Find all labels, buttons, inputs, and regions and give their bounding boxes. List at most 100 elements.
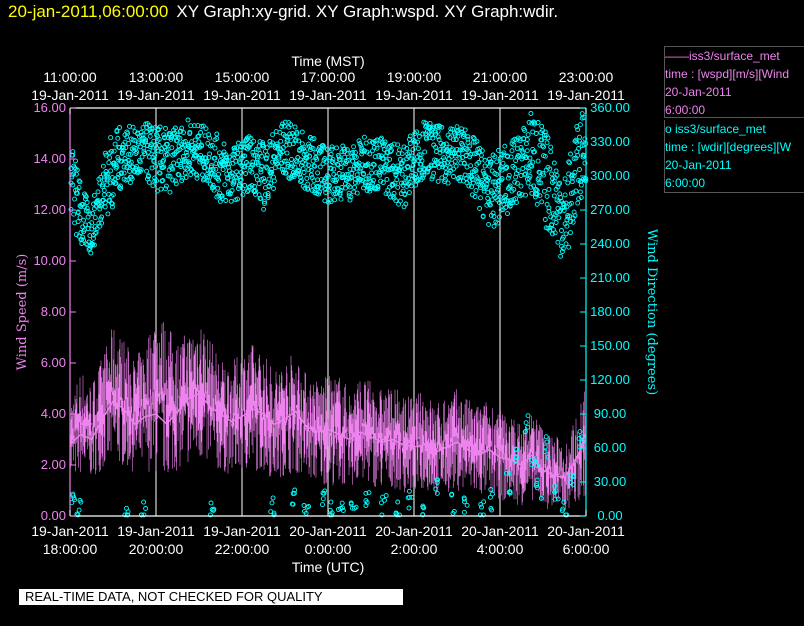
wind-direction-point bbox=[305, 186, 311, 192]
wind-direction-point bbox=[414, 129, 420, 135]
wind-speed-line bbox=[69, 392, 587, 479]
legend-desc: time : [wspd][m/s][Wind bbox=[665, 67, 790, 81]
wind-direction-point bbox=[546, 205, 552, 211]
wind-direction-point bbox=[434, 480, 440, 486]
wind-direction-point bbox=[211, 187, 217, 193]
wind-direction-point bbox=[415, 139, 420, 145]
wind-direction-point bbox=[338, 165, 344, 170]
wind-direction-point bbox=[199, 142, 204, 148]
wind-direction-point bbox=[139, 512, 144, 518]
left-axis-title: Wind Speed (m/s) bbox=[15, 254, 30, 371]
wind-direction-point bbox=[176, 172, 182, 178]
wind-direction-point bbox=[452, 153, 458, 159]
wind-direction-point bbox=[70, 182, 76, 188]
wind-direction-point bbox=[435, 134, 441, 140]
wind-direction-point bbox=[141, 145, 147, 151]
legend-date: 20-Jan-2011 bbox=[665, 158, 732, 172]
wind-direction-point bbox=[212, 155, 218, 161]
wind-direction-point bbox=[363, 140, 369, 146]
wind-direction-point bbox=[530, 159, 536, 165]
wind-direction-point bbox=[573, 188, 579, 194]
top-tick-date: 19-Jan-2011 bbox=[117, 87, 195, 103]
axis-ticks: 0.00 2.00 4.00 6.00 8.00 10.00 12.00 14.00 16.00… bbox=[31, 69, 630, 557]
wind-direction-point bbox=[458, 174, 464, 180]
wind-direction-point bbox=[568, 230, 573, 236]
wind-direction-point bbox=[194, 175, 200, 181]
wind-direction-point bbox=[579, 111, 585, 117]
wind-direction-point bbox=[568, 480, 574, 485]
wind-direction-point bbox=[354, 190, 360, 196]
wind-direction-point bbox=[157, 170, 163, 176]
wind-direction-point bbox=[486, 175, 492, 181]
wind-direction-point bbox=[366, 490, 372, 496]
wind-direction-point bbox=[301, 144, 307, 150]
wind-direction-point bbox=[252, 189, 258, 195]
wind-direction-point bbox=[411, 158, 417, 164]
wind-direction-point bbox=[515, 152, 521, 158]
wind-direction-point bbox=[221, 141, 227, 147]
wind-direction-point bbox=[506, 489, 512, 495]
bottom-tick-time: 0:00:00 bbox=[305, 541, 352, 557]
wind-direction-point bbox=[241, 163, 247, 169]
wind-direction-point bbox=[328, 166, 334, 171]
wind-direction-point bbox=[430, 135, 436, 141]
wind-direction-point bbox=[120, 147, 126, 153]
wind-direction-point bbox=[429, 176, 435, 182]
right-tick-label: 150.00 bbox=[590, 338, 630, 353]
wind-direction-point bbox=[105, 211, 111, 217]
wind-direction-point bbox=[525, 413, 531, 419]
wind-direction-point bbox=[302, 185, 308, 191]
wind-direction-point bbox=[110, 192, 116, 198]
wind-direction-point bbox=[316, 184, 321, 190]
wind-direction-point bbox=[467, 143, 473, 149]
wind-direction-point bbox=[161, 157, 167, 163]
wind-direction-point bbox=[77, 179, 83, 185]
wind-direction-point bbox=[92, 215, 98, 221]
wind-direction-point bbox=[82, 193, 88, 199]
wind-direction-point bbox=[513, 455, 519, 460]
wind-direction-point bbox=[262, 192, 268, 198]
wind-direction-point bbox=[460, 142, 465, 148]
wind-direction-point bbox=[407, 180, 413, 186]
wind-direction-point bbox=[523, 420, 529, 426]
wind-direction-point bbox=[541, 144, 546, 150]
wind-direction-point bbox=[325, 146, 330, 152]
wind-direction-point bbox=[297, 172, 303, 178]
wind-direction-point bbox=[528, 184, 534, 190]
legend-wind-speed: ——iss3/surface_met time : [wspd][m/s][Wi… bbox=[664, 46, 804, 118]
wind-direction-point bbox=[240, 153, 246, 159]
wind-direction-point bbox=[304, 175, 310, 181]
wind-direction-point bbox=[545, 454, 551, 460]
wind-direction-point bbox=[518, 183, 524, 189]
wind-direction-point bbox=[276, 155, 282, 161]
wind-direction-point bbox=[156, 136, 162, 142]
wind-direction-point bbox=[376, 152, 382, 158]
wind-direction-point bbox=[453, 163, 459, 169]
wind-direction-point bbox=[399, 171, 405, 177]
wind-direction-point bbox=[242, 153, 248, 159]
wind-direction-point bbox=[434, 490, 440, 496]
wind-direction-point bbox=[504, 165, 510, 171]
wind-direction-point bbox=[152, 178, 158, 184]
wind-direction-point bbox=[225, 161, 231, 167]
wind-direction-point bbox=[467, 178, 473, 184]
wind-direction-point bbox=[469, 174, 474, 180]
wind-direction-point bbox=[245, 187, 251, 193]
wind-direction-point bbox=[432, 163, 438, 169]
wind-direction-point bbox=[451, 174, 456, 179]
wind-direction-point bbox=[559, 228, 564, 233]
wind-direction-point bbox=[561, 204, 567, 210]
wind-direction-point bbox=[468, 163, 474, 169]
wind-direction-point bbox=[325, 172, 330, 178]
wind-direction-point bbox=[242, 183, 248, 188]
wind-direction-point bbox=[416, 134, 422, 139]
wind-direction-point bbox=[568, 200, 574, 206]
wind-direction-point bbox=[508, 154, 514, 160]
wind-direction-point bbox=[391, 190, 397, 196]
wind-direction-point bbox=[399, 151, 405, 157]
wind-direction-point bbox=[193, 152, 199, 158]
wind-direction-point bbox=[141, 499, 147, 505]
wind-direction-point bbox=[349, 505, 355, 511]
wind-direction-point bbox=[556, 215, 562, 221]
wind-direction-point bbox=[220, 167, 226, 173]
